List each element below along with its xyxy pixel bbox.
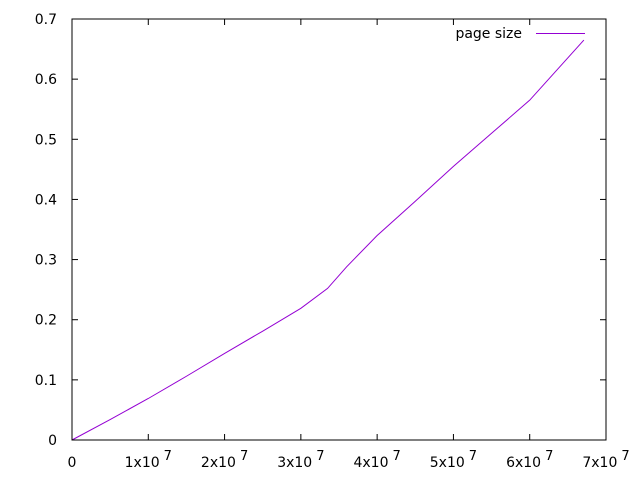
ticks-layer: 00.10.20.30.40.50.60.70 1x10 7 2x10 7 3x10 7 4x… — [35, 12, 630, 471]
series-layer — [71, 39, 585, 441]
x-tick-mantissa: 7x10 — [582, 455, 617, 471]
y-tick-label: 0.2 — [35, 313, 57, 329]
x-tick-exponent: 7 — [316, 449, 324, 464]
x-tick-label: 6x10 7 — [506, 449, 553, 471]
y-tick-label: 0.6 — [35, 72, 57, 88]
y-tick-label: 0.1 — [35, 373, 57, 389]
y-tick-label: 0.4 — [35, 192, 57, 208]
x-tick-exponent: 7 — [545, 449, 553, 464]
x-tick-mantissa: 1x10 — [125, 455, 160, 471]
x-tick-exponent: 7 — [621, 449, 629, 464]
x-tick-label: 2x10 7 — [201, 449, 248, 471]
x-tick-label: 4x10 7 — [353, 449, 400, 471]
x-tick-label: 1x10 7 — [125, 449, 172, 471]
y-tick-label: 0.5 — [35, 132, 57, 148]
x-tick-exponent: 7 — [240, 449, 248, 464]
x-tick-mantissa: 3x10 — [277, 455, 312, 471]
legend-label: page size — [455, 26, 522, 42]
x-tick-exponent: 7 — [469, 449, 477, 464]
x-tick-mantissa: 0 — [68, 455, 77, 471]
x-tick-mantissa: 5x10 — [430, 455, 465, 471]
x-tick-mantissa: 4x10 — [353, 455, 388, 471]
plot-frame — [71, 18, 607, 441]
legend: page size — [455, 26, 585, 42]
series-line-0 — [71, 39, 585, 441]
y-tick-label: 0.7 — [35, 12, 57, 28]
x-tick-label: 0 — [68, 455, 77, 471]
x-tick-exponent: 7 — [164, 449, 172, 464]
x-tick-label: 7x10 7 — [582, 449, 629, 471]
x-tick-label: 5x10 7 — [430, 449, 477, 471]
x-tick-exponent: 7 — [393, 449, 401, 464]
y-tick-label: 0 — [48, 433, 57, 449]
x-tick-label: 3x10 7 — [277, 449, 324, 471]
y-tick-label: 0.3 — [35, 253, 57, 269]
x-tick-mantissa: 2x10 — [201, 455, 236, 471]
x-tick-mantissa: 6x10 — [506, 455, 541, 471]
